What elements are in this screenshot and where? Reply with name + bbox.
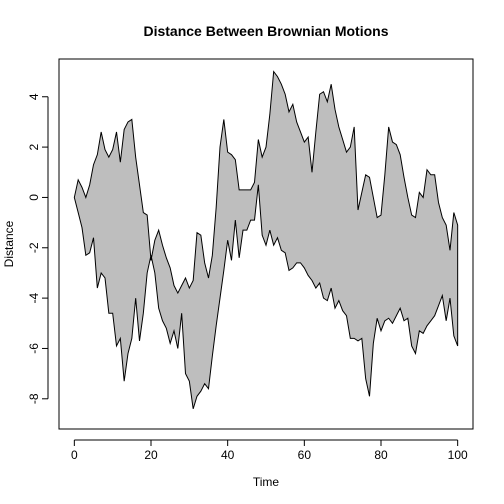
y-tick-label: 4 (27, 93, 41, 100)
plot-area (73, 70, 459, 410)
x-tick-label: 20 (144, 448, 158, 462)
x-tick-label: 40 (221, 448, 235, 462)
y-axis: -8 -6 -4 -2 0 2 4 (27, 93, 49, 404)
y-tick-label: -6 (27, 343, 41, 354)
x-axis: 0 20 40 60 80 100 (71, 439, 468, 462)
plot-frame (58, 58, 474, 430)
y-tick-label: 2 (27, 143, 41, 150)
x-tick-label: 100 (448, 448, 468, 462)
x-tick-label: 0 (71, 448, 78, 462)
x-tick-label: 80 (374, 448, 388, 462)
y-tick-label: -2 (27, 242, 41, 253)
y-tick-label: -4 (27, 292, 41, 303)
x-axis-label: Time (253, 475, 280, 489)
distance-ribbon (73, 70, 459, 410)
x-tick-label: 60 (298, 448, 312, 462)
y-tick-label: 0 (27, 194, 41, 201)
y-tick-label: -8 (27, 393, 41, 404)
chart-title: Distance Between Brownian Motions (143, 23, 388, 39)
y-axis-label: Distance (2, 220, 16, 267)
